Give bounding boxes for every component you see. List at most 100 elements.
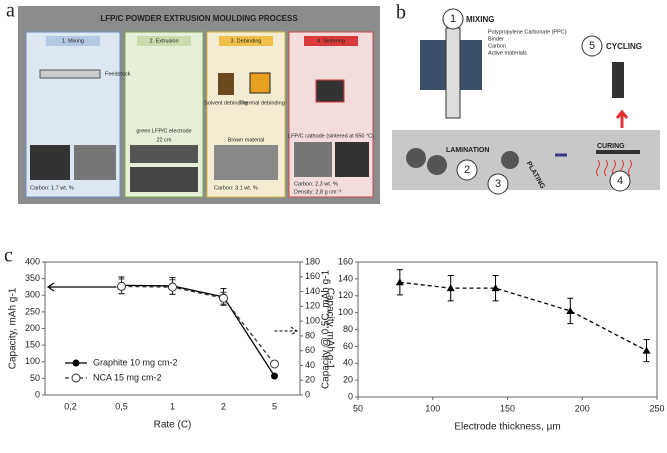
marker [566,306,575,314]
x-tick-label: 250 [649,403,664,413]
y-tick-label: 350 [25,273,40,283]
series-line [121,285,276,365]
y-tick-label: 120 [338,290,353,300]
y2-tick-label: 20 [305,375,315,385]
y-tick-label: 400 [25,256,40,266]
step-title: 3. Debinding [231,38,262,44]
y-tick-label: 160 [338,256,353,266]
roller [427,155,447,175]
y-tick-label: 300 [25,290,40,300]
ingredient: Active materials [488,50,527,56]
step-label: LAMINATION [446,147,489,154]
note: 22 cm [157,137,172,143]
ingredient: Carbon [488,43,506,49]
y-tick-label: 140 [338,273,353,283]
y-tick-label: 0 [348,391,353,401]
y-tick-label: 100 [338,307,353,317]
electrode-photo [130,167,198,192]
x-axis-label: Electrode thickness, µm [454,422,560,433]
x-tick-label: 2 [221,401,226,411]
x-tick-label: 0,5 [115,401,128,411]
step-header [304,36,358,46]
step-title: 4. Sintering [317,38,345,44]
marker [271,372,278,380]
step-label: MIXING [466,15,494,24]
x-tick-label: 150 [500,403,515,413]
note: Carbon: 1.7 wt. % [30,185,74,191]
legend-marker [71,373,81,383]
micrograph [294,142,332,177]
battery [612,62,624,98]
y-axis-label: Capacity, mAh g-1 [8,287,19,369]
step-circle [456,159,478,181]
marker [642,346,651,354]
x-tick-label: 50 [353,403,363,413]
panel-label: b [396,2,406,24]
step-number: 3 [495,178,501,190]
note: Brown material [228,137,265,143]
micrograph [214,145,278,180]
x-axis-label: Rate (C) [154,420,192,431]
marker [219,293,228,303]
x-tick-label: 100 [425,403,440,413]
roller [501,151,519,169]
series-line [121,284,276,377]
y2-axis-label: Capacity, mAh g-1 [324,288,335,370]
y-tick-label: 50 [30,373,40,383]
heat [596,159,632,177]
y2-tick-label: 100 [305,315,320,325]
y-tick-label: 0 [35,389,40,399]
note: Carbon: 2.3 wt. % [294,181,338,187]
step-number: 5 [589,40,595,52]
y2-tick-label: 0 [305,389,310,399]
panel-a-title: LFP/C POWDER EXTRUSION MOULDING PROCESS [100,14,298,23]
y-tick-label: 100 [25,356,40,366]
electrode [596,150,640,154]
extruder [39,69,101,79]
note: LFP/C cathode (sintered at 650 °C) [288,133,374,139]
x-tick-label: 200 [575,403,590,413]
step-header [137,36,191,46]
x-tick-label: 0,2 [64,401,77,411]
y-tick-label: 150 [25,340,40,350]
note: Carbon: 3.1 wt. % [214,185,258,191]
y-tick-label: 40 [343,358,353,368]
mixer-rod [445,27,461,119]
furnace [315,79,345,103]
panel-label: a [6,0,15,22]
ingredient: Binder [488,36,504,42]
note: Solvent debinding [204,100,248,106]
y2-tick-label: 120 [305,301,320,311]
marker [168,282,177,292]
step-circle [442,8,464,30]
series-line [399,281,647,352]
step-number: 4 [617,175,623,187]
x-tick-label: 1 [170,401,175,411]
y-axis-label: Capacity @ 0.5C, mAh g-1 [321,270,332,390]
marker [270,359,279,369]
y2-tick-label: 80 [305,330,315,340]
y-tick-label: 20 [343,375,353,385]
y-tick-label: 60 [343,341,353,351]
step-number: 2 [464,164,470,176]
y2-tick-label: 40 [305,360,315,370]
beaker [218,73,234,95]
step-circle [609,170,631,192]
y-tick-label: 200 [25,323,40,333]
y2-tick-label: 160 [305,271,320,281]
note: green LFP/C electrode [136,128,191,134]
panel-label: c [4,245,13,267]
furnace [249,72,271,94]
step-title: 2. Extrusion [149,38,178,44]
marker [491,284,500,292]
note: Density: 2.8 g cm⁻³ [294,189,341,195]
y2-tick-label: 180 [305,256,320,266]
step-label: CYCLING [606,42,642,51]
step-header [46,36,100,46]
legend-label: Graphite 10 mg cm-2 [93,357,178,367]
micrograph [30,145,70,180]
note: Feedstock [105,71,131,77]
y2-tick-label: 60 [305,345,315,355]
y2-tick-label: 140 [305,286,320,296]
